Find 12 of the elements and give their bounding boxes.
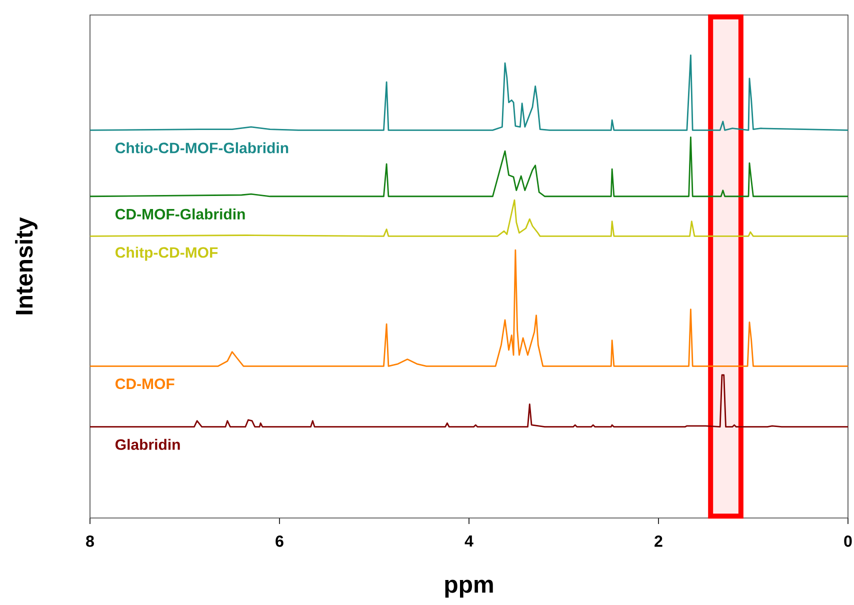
x-tick-label: 2 bbox=[654, 536, 662, 547]
series-label: CD-MOF-Glabridin bbox=[115, 208, 245, 220]
series-label: Chtio-CD-MOF-Glabridin bbox=[115, 142, 288, 154]
x-tick-label: 0 bbox=[844, 536, 852, 547]
x-tick-label: 4 bbox=[464, 536, 474, 547]
x-tick-label: 6 bbox=[276, 536, 284, 547]
series-label: Chitp-CD-MOF bbox=[115, 246, 218, 261]
x-tick-label: 8 bbox=[86, 536, 94, 547]
x-axis-title: ppm bbox=[445, 580, 493, 598]
y-axis-title: Intensity bbox=[15, 217, 38, 314]
series-label: CD-MOF bbox=[115, 378, 174, 390]
series-label: Glabridin bbox=[115, 438, 180, 450]
